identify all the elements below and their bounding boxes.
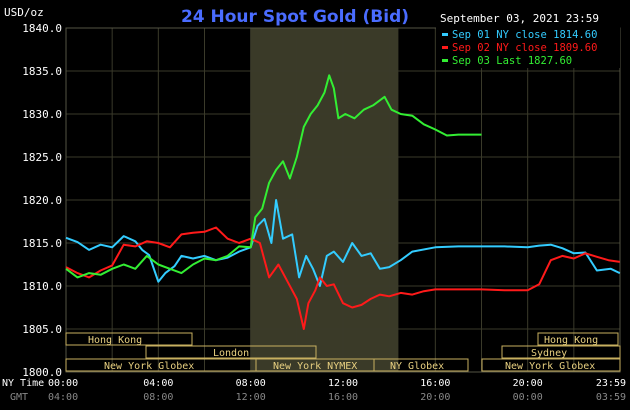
y-tick-label: 1840.0 <box>22 22 62 35</box>
x-tick-label-gmt: 00:00 <box>513 392 543 403</box>
session-london-box <box>145 345 317 359</box>
y-tick-label: 1830.0 <box>22 108 62 121</box>
session-london: London <box>213 348 249 359</box>
x-tick-label-ny: 08:00 <box>236 378 266 389</box>
x-tick-label-ny: 23:59 <box>596 378 626 389</box>
x-label-ny-time: NY Time <box>2 378 44 389</box>
x-tick-label-gmt: 03:59 <box>596 392 626 403</box>
session-hong-kong-2-box <box>537 332 619 346</box>
session-new-york-globex-2: New York Globex <box>505 361 595 372</box>
session-ny-globex-box <box>373 358 469 372</box>
legend-swatch-sep01 <box>442 33 448 36</box>
trading-sessions: Hong Kong London New York Globex New Yor… <box>65 332 621 372</box>
x-label-gmt: GMT <box>10 392 28 403</box>
session-hong-kong-2: Hong Kong <box>544 335 598 346</box>
session-sydney-box <box>501 345 621 359</box>
legend-entry-sep03: Sep 03 Last 1827.60 <box>452 55 572 67</box>
plot-frame <box>65 27 621 373</box>
session-hong-kong-1: Hong Kong <box>88 335 142 346</box>
legend: Sep 01 NY close 1814.60 Sep 02 NY close … <box>436 26 620 68</box>
y-tick-label: 1810.0 <box>22 280 62 293</box>
legend-swatch-sep02 <box>442 46 448 49</box>
series-line-sep03 <box>65 74 482 279</box>
x-axis: 00:00 04:00 08:00 12:00 16:00 20:00 23:59 04:00… <box>48 378 626 403</box>
legend-entry-sep02: Sep 02 NY close 1809.60 <box>452 42 597 54</box>
chart-title: 24 Hour Spot Gold (Bid) <box>181 7 409 27</box>
series-lines <box>65 74 621 330</box>
series-line-sep02 <box>65 226 620 330</box>
x-tick-label-gmt: 20:00 <box>420 392 450 403</box>
session-hong-kong-1-box <box>65 332 193 346</box>
x-tick-label-gmt: 12:00 <box>236 392 266 403</box>
x-tick-label-ny: 00:00 <box>48 378 78 389</box>
units-label: USD/oz <box>4 6 44 19</box>
y-tick-label: 1825.0 <box>22 151 62 164</box>
y-axis: 1840.0 1835.0 1830.0 1825.0 1820.0 1815.0 1810… <box>22 22 62 379</box>
series-line-sep01 <box>65 199 621 287</box>
session-sydney: Sydney <box>531 348 567 359</box>
y-tick-label: 1815.0 <box>22 237 62 250</box>
y-tick-label: 1835.0 <box>22 65 62 78</box>
datetime-label: September 03, 2021 23:59 <box>440 12 599 25</box>
y-tick-label: 1820.0 <box>22 194 62 207</box>
x-tick-label-ny: 04:00 <box>143 378 173 389</box>
y-tick-label: 1800.0 <box>22 366 62 379</box>
session-new-york-nymex: New York NYMEX <box>273 361 357 372</box>
session-new-york-globex-2-box <box>481 358 621 372</box>
x-tick-label-ny: 20:00 <box>513 378 543 389</box>
x-tick-label-gmt: 08:00 <box>143 392 173 403</box>
session-ny-globex: NY Globex <box>390 361 444 372</box>
x-tick-label-ny: 16:00 <box>420 378 450 389</box>
legend-box <box>436 26 620 68</box>
grid <box>65 27 621 373</box>
y-tick-label: 1805.0 <box>22 323 62 336</box>
x-tick-label-ny: 12:00 <box>328 378 358 389</box>
legend-entry-sep01: Sep 01 NY close 1814.60 <box>452 29 597 41</box>
legend-swatch-sep03 <box>442 59 448 62</box>
session-new-york-globex-1: New York Globex <box>104 361 194 372</box>
x-tick-label-gmt: 16:00 <box>328 392 358 403</box>
x-tick-label-gmt: 04:00 <box>48 392 78 403</box>
